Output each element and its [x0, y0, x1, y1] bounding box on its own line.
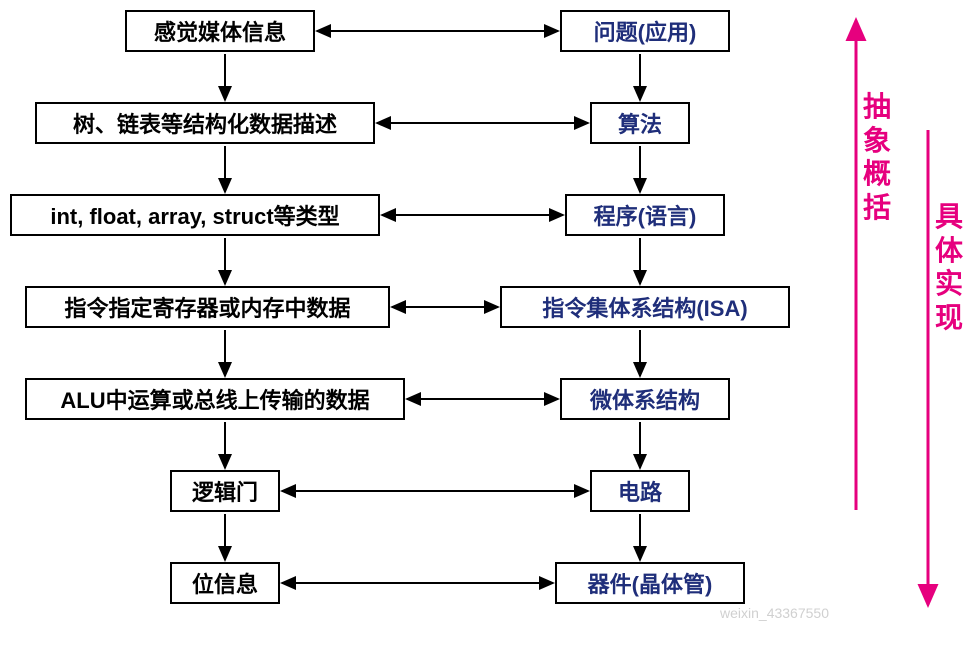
node-label: 问题(应用) [594, 15, 697, 47]
flowchart-node-r5: 微体系结构 [560, 378, 730, 420]
side-label-char: 体 [934, 234, 964, 268]
node-label: 电路 [618, 475, 662, 507]
flowchart-node-l6: 逻辑门 [170, 470, 280, 512]
side-label-1: 具体实现 [934, 200, 964, 334]
side-label-char: 具 [934, 200, 964, 234]
flowchart-node-r1: 问题(应用) [560, 10, 730, 52]
side-label-char: 现 [934, 301, 964, 335]
flowchart-node-l7: 位信息 [170, 562, 280, 604]
watermark-text: weixin_43367550 [720, 605, 829, 621]
flowchart-node-r2: 算法 [590, 102, 690, 144]
flowchart-node-r7: 器件(晶体管) [555, 562, 745, 604]
flowchart-node-l4: 指令指定寄存器或内存中数据 [25, 286, 390, 328]
node-label: 逻辑门 [192, 475, 258, 507]
node-label: 器件(晶体管) [588, 567, 713, 599]
side-label-char: 象 [862, 124, 892, 158]
flowchart-node-r4: 指令集体系结构(ISA) [500, 286, 790, 328]
node-label: ALU中运算或总线上传输的数据 [60, 383, 369, 415]
node-label: 微体系结构 [590, 383, 700, 415]
node-label: 程序(语言) [594, 199, 697, 231]
flowchart-node-r6: 电路 [590, 470, 690, 512]
side-label-0: 抽象概括 [862, 90, 892, 224]
flowchart-node-l1: 感觉媒体信息 [125, 10, 315, 52]
node-label: 指令指定寄存器或内存中数据 [64, 291, 350, 323]
side-label-char: 概 [862, 157, 892, 191]
flowchart-node-l5: ALU中运算或总线上传输的数据 [25, 378, 405, 420]
side-label-char: 抽 [862, 90, 892, 124]
node-label: int, float, array, struct等类型 [50, 199, 339, 231]
side-label-char: 括 [862, 191, 892, 225]
flowchart-node-l3: int, float, array, struct等类型 [10, 194, 380, 236]
node-label: 位信息 [192, 567, 258, 599]
flowchart-node-l2: 树、链表等结构化数据描述 [35, 102, 375, 144]
side-label-char: 实 [934, 267, 964, 301]
node-label: 感觉媒体信息 [154, 15, 286, 47]
flowchart-node-r3: 程序(语言) [565, 194, 725, 236]
node-label: 指令集体系结构(ISA) [542, 291, 747, 323]
node-label: 树、链表等结构化数据描述 [73, 107, 337, 139]
node-label: 算法 [618, 107, 662, 139]
